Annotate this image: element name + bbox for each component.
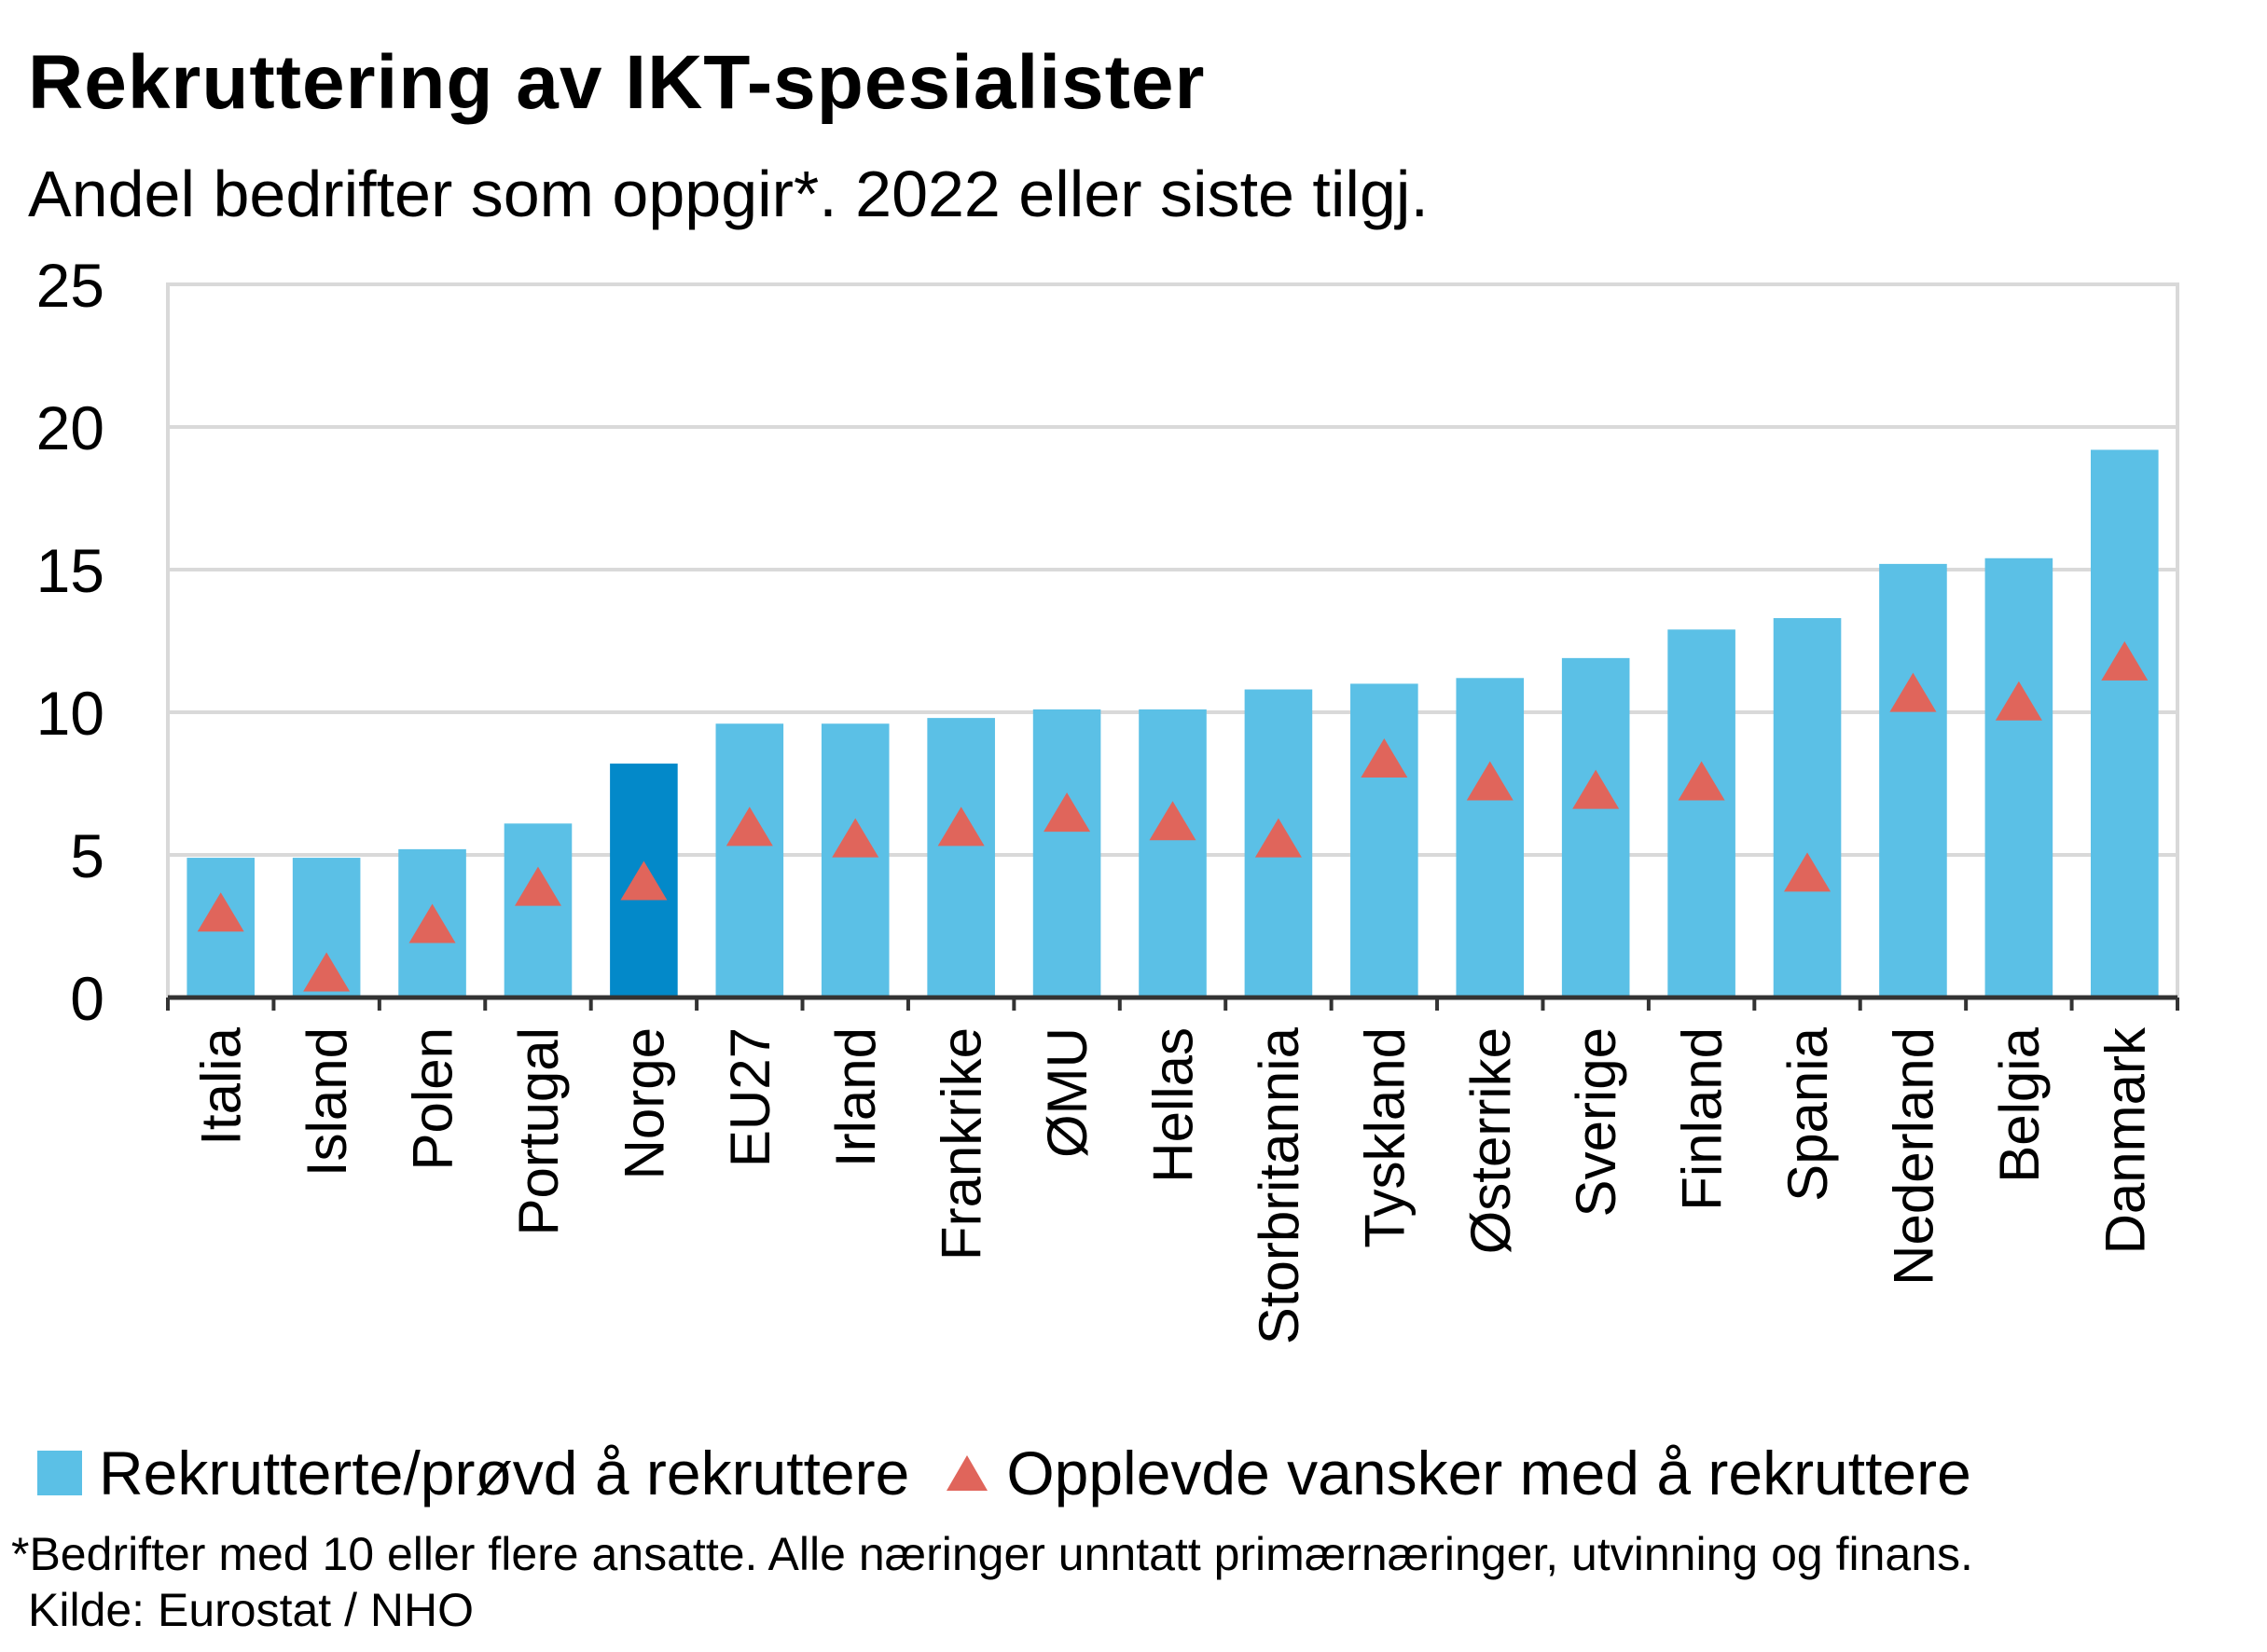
bar xyxy=(1561,657,1630,998)
triangle-marker xyxy=(1995,681,2042,721)
category-label: Portugal xyxy=(507,1027,570,1235)
triangle-marker xyxy=(620,860,668,901)
bar xyxy=(1456,678,1525,998)
bar xyxy=(927,718,995,998)
category-label: Norge xyxy=(613,1027,675,1179)
source-line: Kilde: Eurostat / NHO xyxy=(28,1584,474,1636)
chart-svg: 0 5 10 15 20 25 Italia Island Polen Portugal Norg… xyxy=(36,251,2179,1344)
y-tick-labels: 0 5 10 15 20 25 xyxy=(36,251,104,1033)
bar xyxy=(821,723,890,998)
bar xyxy=(715,723,784,998)
category-label: Frankrike xyxy=(931,1027,993,1260)
category-label: Italia xyxy=(190,1026,253,1145)
triangle-marker xyxy=(303,952,351,992)
triangle-marker xyxy=(1784,852,1832,892)
bar xyxy=(504,823,573,998)
y-tick-label: 0 xyxy=(70,964,104,1033)
category-label: Tyskland xyxy=(1353,1027,1416,1248)
legend-triangle-icon xyxy=(947,1455,988,1491)
triangle-marker xyxy=(1361,737,1408,778)
chart-title: Rekruttering av IKT-spesialister xyxy=(28,40,1206,125)
category-label: Belgia xyxy=(1988,1026,2051,1182)
axis-layer xyxy=(166,995,2179,1011)
triangle-marker xyxy=(1254,818,1302,858)
bars-layer xyxy=(187,449,2159,998)
triangle-marker xyxy=(832,818,879,858)
triangle-marker xyxy=(514,866,561,906)
triangle-marker xyxy=(2101,640,2149,681)
category-label: Finland xyxy=(1671,1027,1734,1211)
category-label: Spania xyxy=(1776,1026,1839,1201)
triangle-marker xyxy=(1149,801,1196,841)
legend-bar-label: Rekrutterte/prøvd å rekruttere xyxy=(99,1439,910,1507)
triangle-marker xyxy=(408,903,456,943)
triangles-layer xyxy=(197,640,2149,992)
bar xyxy=(2090,449,2159,998)
category-label: Storbritannia xyxy=(1248,1026,1310,1344)
triangle-marker xyxy=(1572,769,1620,809)
category-label: Island xyxy=(296,1027,358,1177)
category-label: EU27 xyxy=(719,1027,781,1167)
triangle-marker xyxy=(1466,761,1514,801)
category-label: Danmark xyxy=(2094,1026,2156,1254)
y-tick-label: 10 xyxy=(36,679,104,748)
category-label: Nederland xyxy=(1882,1027,1944,1286)
bar xyxy=(1879,563,1947,998)
category-label: ØMU xyxy=(1036,1027,1099,1158)
bar xyxy=(1032,709,1101,998)
category-label: Irland xyxy=(824,1027,887,1167)
y-tick-label: 25 xyxy=(36,251,104,320)
category-label: Sverige xyxy=(1565,1027,1627,1217)
triangle-marker xyxy=(726,806,773,847)
bar xyxy=(1350,683,1418,998)
legend-bar-swatch xyxy=(37,1451,82,1495)
legend: Rekrutterte/prøvd å rekruttere Opplevde … xyxy=(37,1436,1971,1510)
bar xyxy=(1139,709,1207,998)
triangle-marker xyxy=(1044,792,1091,833)
chart-subtitle: Andel bedrifter som oppgir*. 2022 eller … xyxy=(28,158,1429,230)
category-label: Polen xyxy=(402,1027,464,1170)
footnote: *Bedrifter med 10 eller flere ansatte. A… xyxy=(11,1528,1973,1580)
triangle-marker xyxy=(1678,761,1725,801)
bar xyxy=(1984,558,2053,998)
category-label: Hellas xyxy=(1142,1027,1205,1183)
triangle-marker xyxy=(937,806,985,847)
legend-triangle-label: Opplevde vansker med å rekruttere xyxy=(1006,1439,1971,1507)
y-tick-label: 15 xyxy=(36,536,104,605)
triangle-marker xyxy=(1889,672,1937,712)
y-tick-label: 20 xyxy=(36,393,104,462)
y-tick-label: 5 xyxy=(70,821,104,890)
triangle-marker xyxy=(197,892,244,932)
category-label: Østerrike xyxy=(1459,1027,1522,1254)
x-category-labels: Italia Island Polen Portugal Norge EU27 Irland… xyxy=(190,1026,2157,1344)
bar xyxy=(1773,618,1842,998)
bar xyxy=(1667,629,1735,998)
